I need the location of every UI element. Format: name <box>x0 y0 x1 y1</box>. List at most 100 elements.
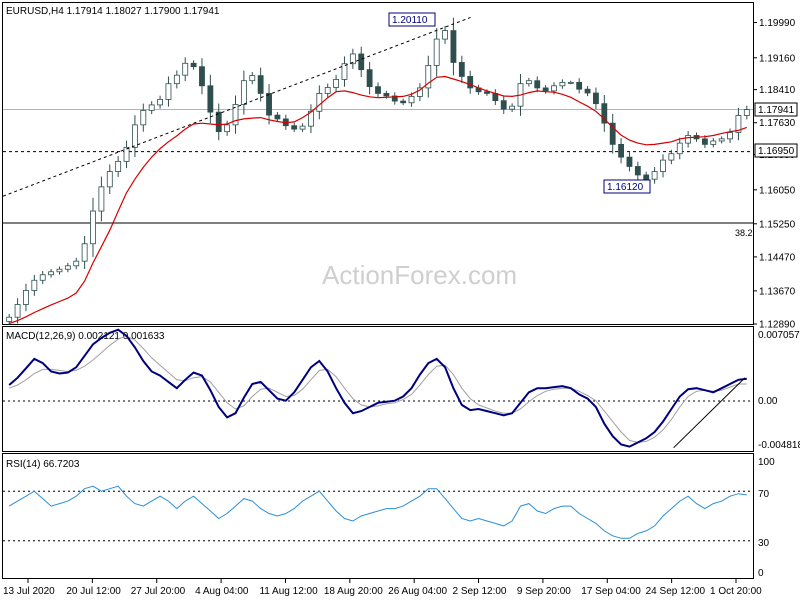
price-tick-label: 1.15250 <box>759 219 796 230</box>
candle <box>442 25 448 44</box>
macd-tick-bottom: -0.004818 <box>758 440 800 451</box>
time-tick-label: 13 Jul 2020 <box>3 586 55 597</box>
rsi-title: RSI(14) 66.7203 <box>6 459 80 470</box>
symbol-info: EURUSD,H4 1.17914 1.18027 1.17900 1.1794… <box>6 6 220 17</box>
candle <box>416 83 423 102</box>
macd-title: MACD(12,26,9) 0.002121 0.001633 <box>6 331 165 342</box>
macd-panel: MACD(12,26,9) 0.002121 0.001633 0.007057… <box>2 326 800 452</box>
candle <box>458 55 465 84</box>
rsi-line <box>8 485 747 539</box>
candle <box>651 167 658 184</box>
candle <box>148 101 155 115</box>
macd-trendline <box>673 377 746 449</box>
rsi-panel-border <box>2 453 754 579</box>
candle <box>132 115 138 158</box>
macd-line <box>8 328 747 448</box>
candle <box>743 105 750 120</box>
time-tick-label: 18 Aug 20:00 <box>324 586 383 597</box>
candle <box>232 95 239 134</box>
high-annotation: 1.20110 <box>388 12 436 27</box>
candle <box>567 80 574 85</box>
candle <box>173 70 180 89</box>
fib-label: 38.2 <box>735 228 753 238</box>
price-tick-label: 1.16050 <box>759 185 796 196</box>
candle <box>593 87 599 110</box>
candle <box>165 76 172 107</box>
candle <box>81 235 88 270</box>
candle <box>735 107 742 141</box>
price-tick-label: 1.19990 <box>759 18 796 29</box>
time-tick-label: 27 Jul 20:00 <box>131 586 186 597</box>
candle <box>73 257 80 270</box>
candle <box>123 140 130 169</box>
candle <box>299 123 306 132</box>
last-price-box: 1.17941 <box>754 102 798 117</box>
time-tick-label: 17 Sep 04:00 <box>581 586 641 597</box>
candle <box>618 138 624 164</box>
time-tick-label: 4 Aug 04:00 <box>195 586 249 597</box>
candle <box>626 152 633 172</box>
candle <box>601 95 608 132</box>
watermark: ActionForex.com <box>322 260 517 290</box>
candle <box>333 74 340 93</box>
macd-signal-line <box>9 335 747 444</box>
candle <box>433 28 440 77</box>
price-tick-label: 1.17630 <box>759 118 796 129</box>
candle <box>358 46 365 77</box>
candle <box>685 131 692 148</box>
price-tick-label: 1.13670 <box>759 286 796 297</box>
rsi-tick-70: 70 <box>758 489 770 500</box>
macd-tick-top: 0.007057 <box>758 330 800 341</box>
time-tick-label: 24 Sep 12:00 <box>646 586 706 597</box>
candle <box>56 266 63 275</box>
candle <box>676 137 683 160</box>
candle <box>190 60 197 70</box>
high-annotation-label: 1.20110 <box>392 15 428 26</box>
candle <box>718 136 725 144</box>
last-price-label: 1.17941 <box>758 105 795 116</box>
candle <box>509 103 516 112</box>
candle <box>467 70 474 94</box>
candle <box>559 79 566 89</box>
candle <box>668 149 675 165</box>
candle <box>366 61 373 95</box>
candle <box>701 135 708 149</box>
candle <box>660 154 666 178</box>
candle <box>425 55 432 98</box>
candle <box>291 122 298 133</box>
low-annotation-box <box>603 179 651 194</box>
rsi-tick-100: 100 <box>758 457 775 468</box>
time-tick-label: 2 Sep 12:00 <box>453 586 507 597</box>
candle <box>274 111 281 123</box>
candle <box>14 298 21 324</box>
candle <box>207 74 214 124</box>
candle <box>576 78 583 94</box>
macd-tick-zero: 0.00 <box>758 396 778 407</box>
rsi-tick-0: 0 <box>758 568 764 579</box>
candle <box>48 268 55 278</box>
candle <box>525 77 532 87</box>
price-tick-label: 1.19160 <box>759 53 796 64</box>
price-reference-lines <box>3 109 753 224</box>
candle <box>634 161 641 180</box>
high-annotation-box <box>388 12 436 27</box>
candle <box>240 70 247 115</box>
level-price-label: 1.16950 <box>758 146 795 157</box>
candle <box>324 83 331 98</box>
rsi-panel: RSI(14) 66.7203 100 70 30 0 <box>2 453 775 579</box>
time-tick-label: 1 Oct 20:00 <box>710 586 762 597</box>
candle <box>349 48 356 69</box>
candle <box>727 128 733 143</box>
candle <box>23 283 29 312</box>
candle <box>157 95 163 109</box>
price-panel: EURUSD,H4 1.17914 1.18027 1.17900 1.1794… <box>2 2 798 331</box>
rsi-tick-30: 30 <box>758 538 770 549</box>
candle <box>534 76 541 93</box>
level-price-box-bg <box>754 143 798 158</box>
candle <box>140 103 147 132</box>
price-tick-label: 1.14470 <box>759 252 796 263</box>
candle <box>98 176 105 222</box>
candle <box>215 103 222 141</box>
